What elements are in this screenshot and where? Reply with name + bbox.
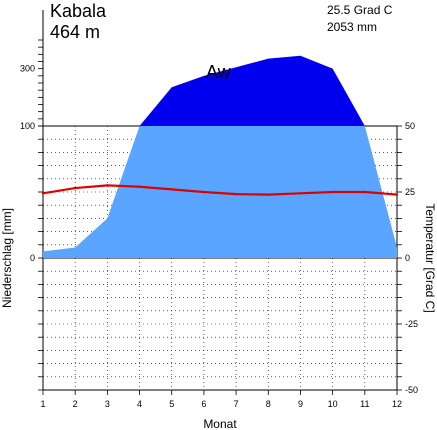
x-tick-label: 5	[169, 399, 174, 409]
precip-tick-label: 300	[20, 64, 35, 74]
x-tick-label: 1	[40, 399, 45, 409]
x-tick-label: 10	[328, 399, 338, 409]
temperature-point	[234, 192, 238, 196]
data-marks	[41, 55, 399, 258]
x-tick-label: 9	[298, 399, 303, 409]
right-axis-label: Temperatur [Grad C]	[423, 203, 437, 312]
temp-tick-label: 25	[405, 187, 415, 197]
x-tick-label: 12	[392, 399, 402, 409]
x-tick-label: 4	[137, 399, 142, 409]
temperature-point	[138, 185, 141, 188]
temp-tick-label: -50	[405, 385, 418, 395]
temperature-point	[267, 193, 270, 196]
x-tick-label: 11	[360, 399, 369, 409]
x-tick-label: 8	[266, 399, 271, 409]
temp-tick-label: 50	[405, 121, 415, 131]
x-tick-label: 3	[105, 399, 110, 409]
precip-tick-label: 0	[30, 253, 35, 263]
x-tick-label: 7	[234, 399, 239, 409]
temperature-point	[73, 186, 77, 190]
temperature-point	[106, 184, 109, 187]
temperature-point	[41, 192, 45, 195]
temperature-point	[395, 193, 399, 196]
climate-class: Aw	[206, 62, 232, 82]
station-elevation: 464 m	[50, 22, 100, 42]
mean-temperature: 25.5 Grad C	[327, 3, 393, 17]
temperature-point	[299, 192, 302, 195]
temperature-point	[363, 190, 367, 194]
x-tick-label: 6	[201, 399, 206, 409]
temperature-point	[331, 190, 334, 194]
temperature-point	[202, 190, 206, 194]
temp-tick-label: 0	[405, 253, 410, 263]
x-tick-label: 2	[73, 399, 78, 409]
annual-precipitation: 2053 mm	[327, 20, 377, 34]
left-axis-label: Niederschlag [mm]	[0, 208, 14, 308]
temp-tick-label: -25	[405, 319, 418, 329]
station-name: Kabala	[50, 1, 107, 21]
temperature-point	[170, 188, 173, 191]
precip-tick-label: 100	[20, 121, 35, 131]
precipitation-area-high	[43, 55, 397, 126]
x-axis-label: Monat	[203, 417, 237, 430]
temperature-line	[42, 184, 398, 196]
